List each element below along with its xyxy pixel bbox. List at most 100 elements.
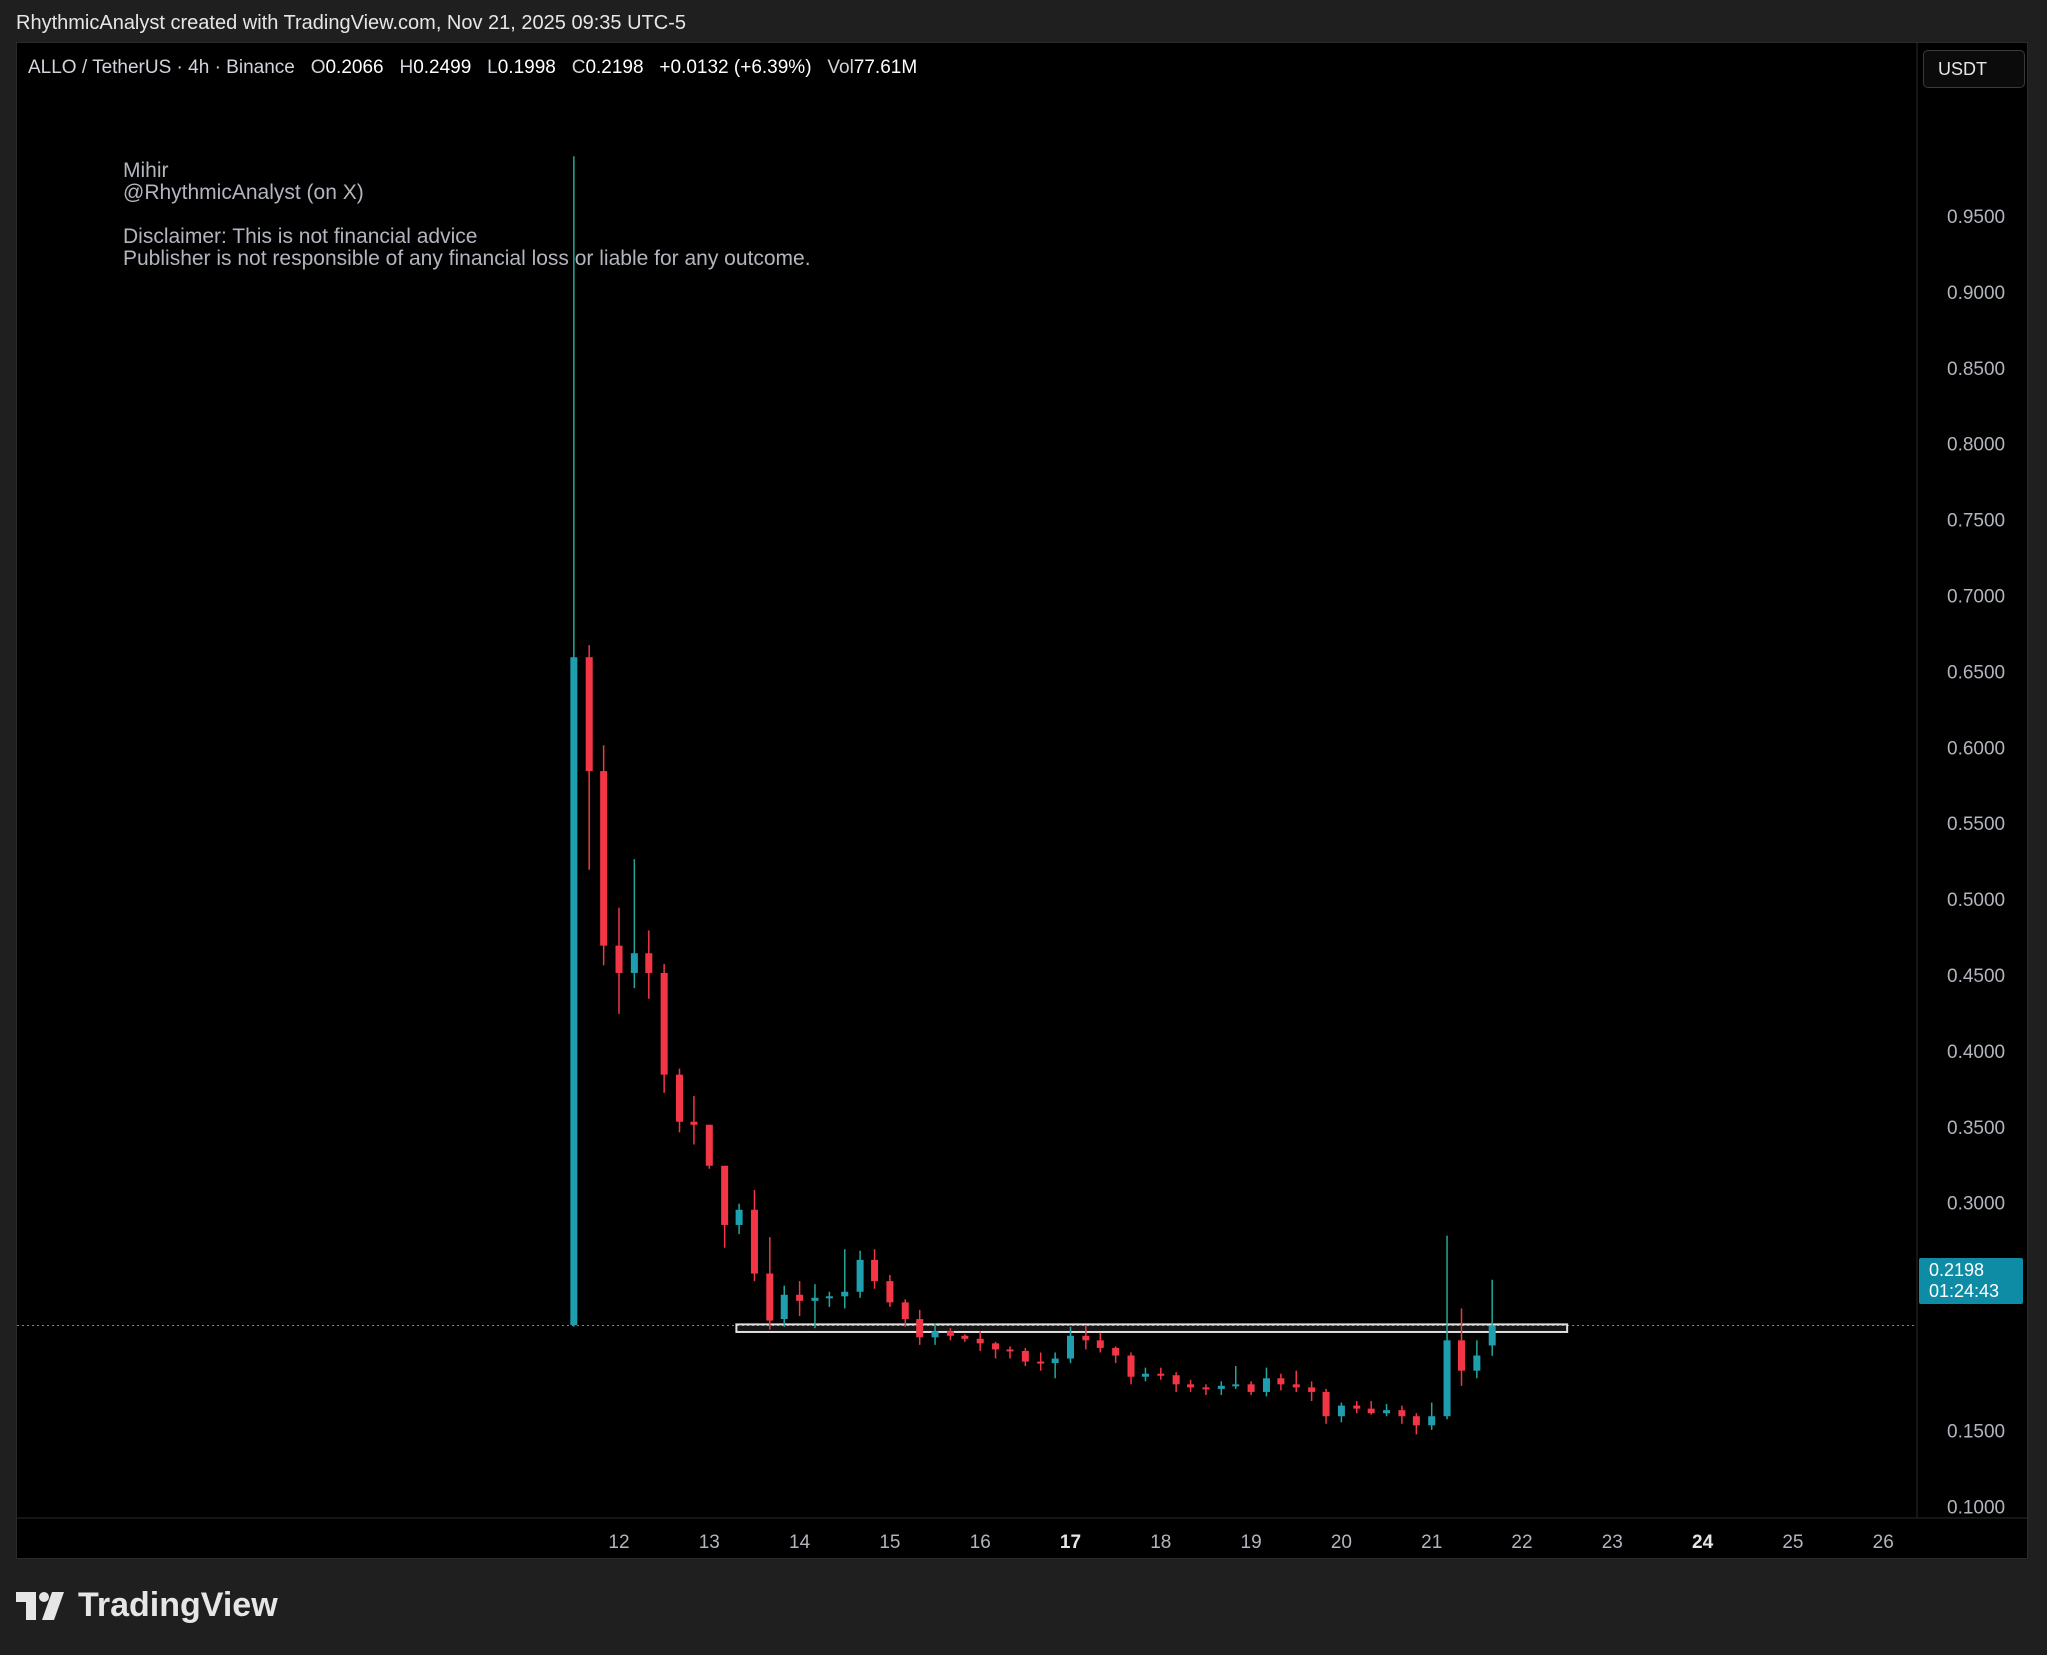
candlestick-chart[interactable]: 0.9500 0.9000 0.8500 0.8000 0.7500 0.7000 0.65… [17, 43, 2029, 1560]
candle-body [1428, 1416, 1436, 1426]
candle-body [1262, 1378, 1270, 1392]
candle-body [1443, 1340, 1451, 1417]
bearish-candle [660, 963, 668, 1093]
note-liability: Publisher is not responsible of any fina… [123, 247, 811, 270]
bearish-candle [1412, 1413, 1420, 1435]
candle-body [1141, 1373, 1149, 1377]
candle-body [676, 1074, 684, 1122]
bullish-candle [630, 859, 638, 989]
chart-note: Mihir @RhythmicAnalyst (on X) Disclaimer… [123, 160, 811, 270]
candle-body [961, 1335, 969, 1339]
close-value: 0.2198 [585, 57, 644, 78]
candle-body [931, 1331, 939, 1338]
candle-body [1457, 1340, 1465, 1371]
note-handle: @RhythmicAnalyst (on X) [123, 181, 364, 204]
candle-body [886, 1281, 894, 1303]
candle-body [825, 1296, 833, 1299]
candle-body [721, 1165, 729, 1225]
bullish-candle [570, 156, 578, 1327]
candle-body [1037, 1361, 1045, 1364]
candle-body [570, 657, 578, 1326]
candle-body [976, 1338, 984, 1344]
change-value: +0.0132 (+6.39%) [659, 57, 812, 78]
candle-body [1127, 1355, 1135, 1377]
bearish-candle [690, 1095, 698, 1145]
bearish-candle [901, 1299, 909, 1327]
bearish-candle [1172, 1372, 1180, 1392]
candle-body [1172, 1375, 1180, 1385]
bearish-candle [1187, 1379, 1195, 1392]
bearish-candle [992, 1341, 1000, 1359]
current-price-tag: 0.2198 01:24:43 [1919, 1258, 2023, 1304]
bullish-candle [735, 1203, 743, 1235]
currency-button[interactable]: USDT [1923, 50, 2025, 88]
x-tick-label: 16 [970, 1532, 991, 1553]
bearish-candle [1308, 1381, 1316, 1402]
open-label: O [310, 57, 326, 78]
bearish-candle [1112, 1346, 1120, 1364]
bullish-candle [1232, 1366, 1240, 1389]
tradingview-logo[interactable]: TradingView [16, 1586, 278, 1625]
grid-layer [17, 43, 2029, 1519]
x-tick-label: 18 [1150, 1532, 1171, 1553]
zone-layer [17, 1323, 1917, 1333]
bullish-candle [1443, 1235, 1451, 1420]
y-tick-label: 0.3000 [1947, 1194, 2005, 1215]
bullish-candle [1051, 1352, 1059, 1379]
candle-body [1232, 1384, 1240, 1387]
candle-body [1157, 1373, 1165, 1376]
candle-body [1051, 1358, 1059, 1364]
bearish-candle [916, 1309, 924, 1345]
bullish-candle [856, 1250, 864, 1298]
x-tick-label: 12 [608, 1532, 629, 1553]
low-label: L [487, 57, 498, 78]
x-tick-label: 13 [699, 1532, 720, 1553]
bearish-candle [705, 1124, 713, 1169]
bullish-candle [841, 1249, 849, 1309]
candle-body [766, 1273, 774, 1321]
y-tick-label: 0.9500 [1947, 207, 2005, 228]
bullish-candle [1428, 1402, 1436, 1430]
open-value: 0.2066 [325, 57, 384, 78]
symbol-name: ALLO / TetherUS · 4h · Binance [28, 57, 295, 78]
candle-body [1398, 1410, 1406, 1417]
bearish-candle [1157, 1367, 1165, 1380]
x-tick-label: 17 [1060, 1532, 1081, 1553]
bearish-candle [1277, 1373, 1285, 1391]
bearish-candle [1202, 1384, 1210, 1395]
bearish-candle [1021, 1347, 1029, 1367]
bearish-candle [721, 1165, 729, 1248]
candle-body [615, 945, 623, 973]
bullish-candle [1217, 1381, 1225, 1395]
candle-body [1488, 1325, 1496, 1346]
x-tick-label: 26 [1873, 1532, 1894, 1553]
y-tick-label: 0.4000 [1947, 1042, 2005, 1063]
bearish-candle [766, 1237, 774, 1330]
candle-body [1383, 1410, 1391, 1414]
x-tick-label: 23 [1602, 1532, 1623, 1553]
axis-layer: 0.9500 0.9000 0.8500 0.8000 0.7500 0.7000 0.65… [608, 207, 2005, 1553]
x-tick-label: 20 [1331, 1532, 1352, 1553]
chart-frame[interactable]: 0.9500 0.9000 0.8500 0.8000 0.7500 0.7000 0.65… [16, 42, 2029, 1560]
x-tick-label: 14 [789, 1532, 811, 1553]
x-tick-label: 24 [1692, 1532, 1714, 1553]
x-tick-label: 15 [879, 1532, 900, 1553]
note-disclaimer: Disclaimer: This is not financial advice [123, 225, 478, 248]
y-tick-label: 0.5000 [1947, 890, 2005, 911]
y-tick-label: 0.8000 [1947, 435, 2005, 456]
bearish-candle [796, 1281, 804, 1317]
x-tick-label: 25 [1782, 1532, 1803, 1553]
bullish-candle [1262, 1367, 1270, 1397]
bearish-candle [1353, 1401, 1361, 1414]
y-tick-label: 0.3500 [1947, 1118, 2005, 1139]
candle-body [1187, 1384, 1195, 1388]
bearish-candle [1127, 1352, 1135, 1385]
chart-credit: RhythmicAnalyst created with TradingView… [16, 12, 686, 34]
bar-countdown: 01:24:43 [1929, 1281, 2000, 1301]
volume-label: Vol [827, 57, 854, 78]
bullish-candle [1337, 1402, 1345, 1423]
y-tick-label: 0.1500 [1947, 1421, 2005, 1442]
bearish-candle [750, 1190, 758, 1282]
volume-value: 77.61M [853, 57, 918, 78]
y-tick-label: 0.5500 [1947, 814, 2005, 835]
